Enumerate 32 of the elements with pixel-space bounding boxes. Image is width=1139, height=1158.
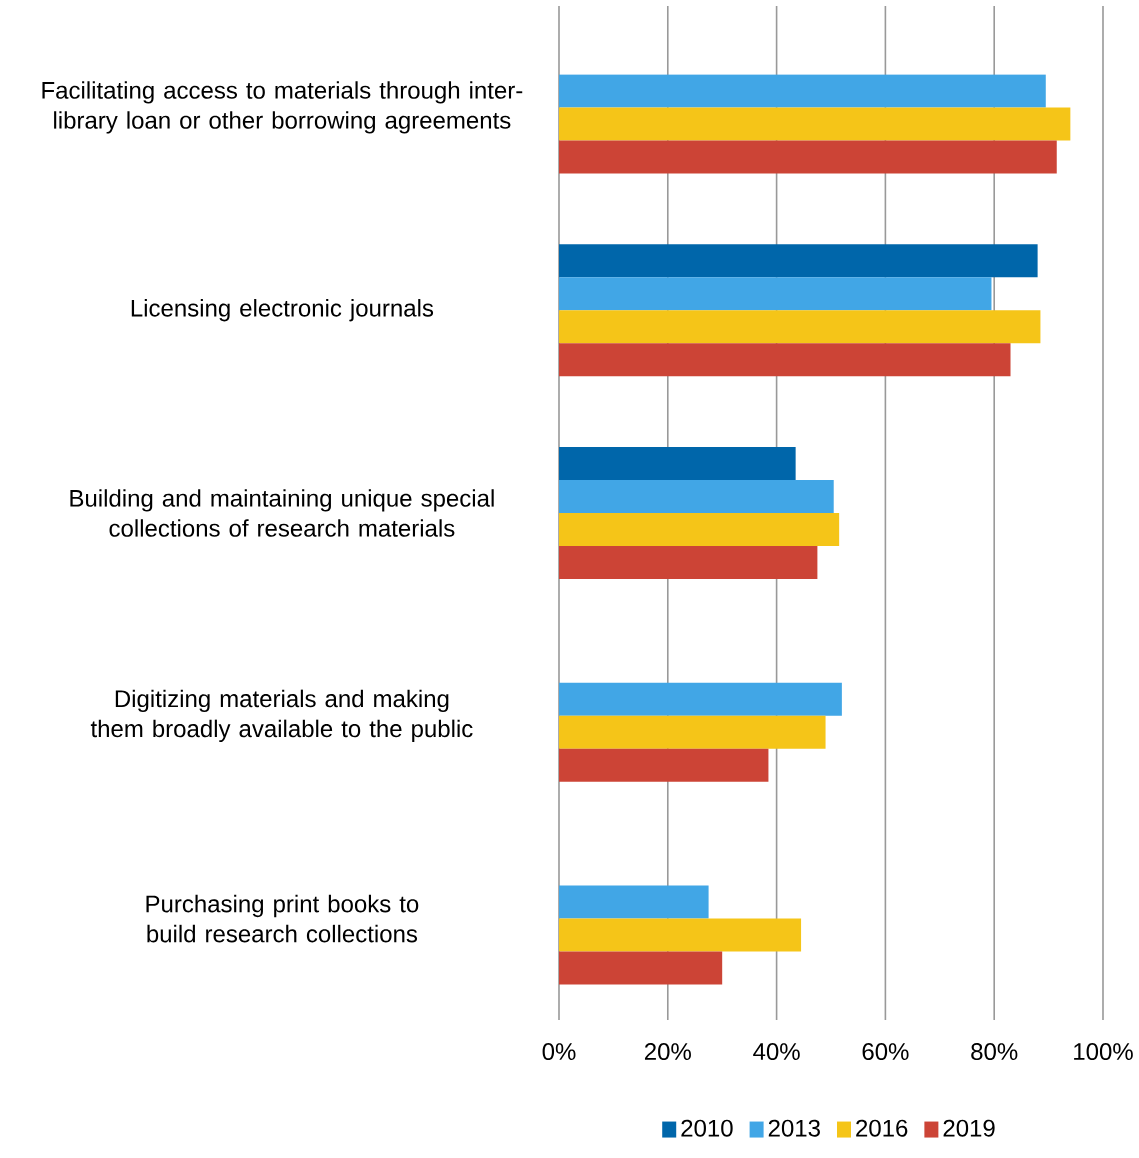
bar (559, 513, 840, 547)
bar (559, 885, 709, 919)
bar (559, 918, 802, 952)
x-tick-label: 80% (971, 1043, 1018, 1061)
x-tick-label: 100% (1074, 1043, 1133, 1061)
bar (559, 107, 1071, 141)
y-tick-label: Digitizing materials and making them broadly available to the public (90, 689, 473, 742)
legend-label: 2013 (768, 1119, 820, 1137)
y-tick-label: Building and maintaining unique special collections of research materials (70, 489, 494, 537)
bar (559, 447, 796, 481)
bar (559, 140, 1057, 174)
y-tick-label: Purchasing print books to build research collections (146, 894, 419, 943)
bar (559, 951, 723, 985)
bar (559, 682, 842, 716)
y-tick-label: Licensing electronic journals (131, 299, 434, 322)
bar (559, 748, 769, 782)
bar (559, 74, 1046, 108)
bar (559, 715, 826, 749)
x-tick-label: 40% (753, 1043, 800, 1061)
x-tick-label: 60% (862, 1043, 909, 1061)
bar (559, 480, 834, 514)
x-tick-label: 0% (542, 1043, 576, 1061)
y-tick-label: Facilitating access to materials through inter-library loan or other borrowing agreements (42, 81, 523, 134)
bar (559, 244, 1038, 278)
bar (559, 343, 1011, 377)
bar (559, 310, 1041, 344)
bar (559, 277, 992, 311)
x-tick-label: 20% (644, 1043, 691, 1061)
legend-label: 2010 (681, 1119, 733, 1137)
bar (559, 546, 818, 580)
legend-label: 2016 (856, 1119, 908, 1137)
legend-label: 2019 (943, 1119, 995, 1137)
